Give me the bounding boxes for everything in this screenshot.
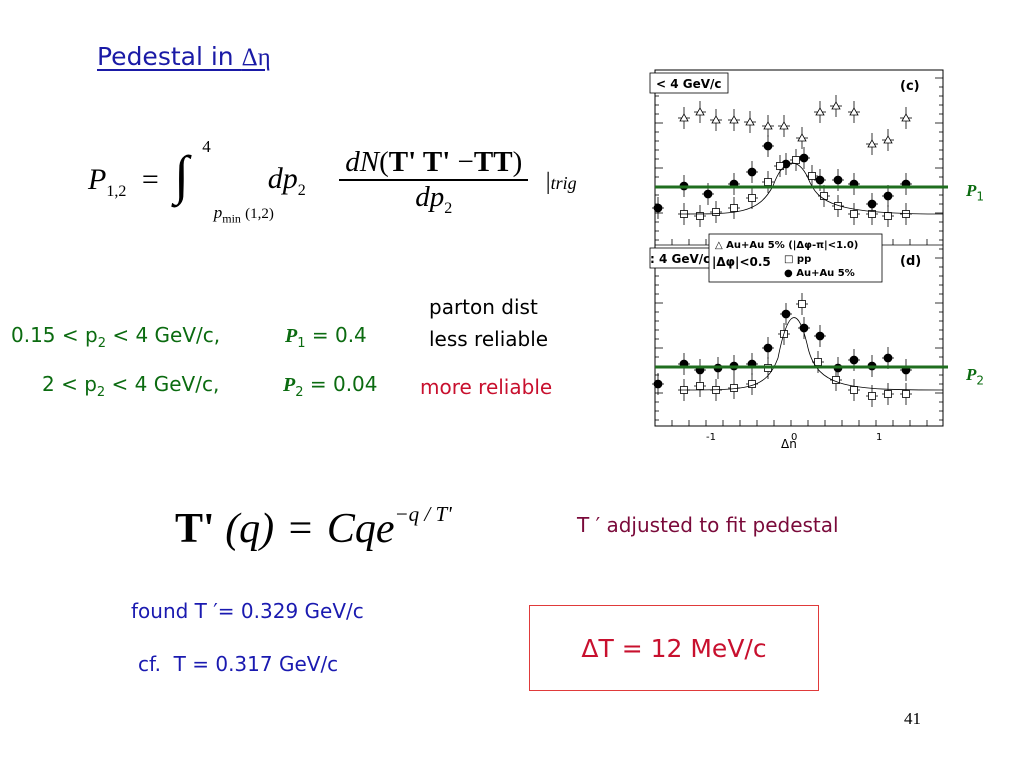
t-adjusted-note: T ′ adjusted to fit pedestal [577, 513, 839, 537]
fit-curve-top [679, 162, 944, 215]
found-t-note: found T ′= 0.329 GeV/c [131, 599, 364, 623]
panel-top-legend: < 4 GeV/c [656, 77, 722, 91]
marker-open-triangle-2 [710, 109, 722, 131]
formula2-exponent: −q / T' [394, 502, 452, 526]
marker-open-square-b7 [796, 293, 808, 315]
x-tick-1: 1 [876, 432, 882, 443]
marker-open-square-3 [728, 197, 740, 219]
legend-line-1: △ Au+Au 5% (|Δφ-π|<1.0) [715, 240, 858, 251]
p2-value: P2 = 0.04 [283, 372, 378, 400]
exponential-formula: T' (q) = Cqe−q / T' [175, 502, 452, 552]
marker-open-triangle-13 [900, 107, 912, 129]
integral-lower-limit: pmin (1,2) dp2 [213, 162, 306, 226]
delta-t-box: ΔT = 12 MeV/c [529, 605, 819, 691]
marker-filled-circle-b11 [848, 349, 860, 371]
p1-tag: P1 [966, 181, 985, 204]
formula-p: P [88, 162, 107, 196]
marker-open-square-b12 [882, 383, 894, 405]
x-tick-neg1: -1 [706, 432, 716, 443]
marker-filled-circle-b7 [780, 303, 792, 325]
range-line-1: 0.15 < p2 < 4 GeV/c, [11, 323, 221, 351]
correlation-figure: < 4 GeV/c (c) : 4 GeV/c (d) △ Au+Au 5% (… [649, 69, 948, 448]
trigger-condition: |trig [545, 169, 577, 195]
fit-curve-bottom [679, 317, 944, 391]
range-line-2: 2 < p2 < 4 GeV/c, [42, 372, 220, 400]
marker-open-triangle-3 [728, 109, 740, 131]
marker-filled-circle-12 [882, 185, 894, 207]
marker-filled-circle-b9 [814, 325, 826, 347]
page-number: 41 [904, 709, 921, 728]
marker-open-square-14 [900, 203, 912, 225]
axis-ticks [654, 77, 943, 426]
marker-open-square-1 [694, 205, 706, 227]
marker-filled-circle-0 [652, 197, 664, 219]
marker-open-triangle-0 [678, 107, 690, 129]
title-symbol: Δη [241, 44, 271, 71]
legend-line-3: ● Au+Au 5% [784, 268, 855, 279]
marker-open-square-b1 [694, 375, 706, 397]
parton-note: parton dist less reliable [429, 295, 549, 351]
delta-t-value: ΔT = 12 MeV/c [581, 633, 767, 663]
more-reliable-note: more reliable [420, 375, 553, 399]
p1-value: P1 = 0.4 [285, 323, 367, 351]
marker-open-triangle-12 [882, 129, 894, 151]
marker-filled-circle-2 [702, 183, 714, 205]
marker-open-triangle-1 [694, 101, 706, 123]
marker-open-square-4 [746, 187, 758, 209]
marker-open-triangle-6 [778, 115, 790, 137]
panel-top-legend-box [649, 72, 729, 94]
panel-bottom-tag: (d) [900, 254, 921, 269]
marker-filled-circle-b0 [652, 373, 664, 395]
marker-open-square-8 [806, 165, 818, 187]
marker-open-triangle-9 [830, 95, 842, 117]
p2-tag: P2 [966, 365, 985, 388]
marker-open-square-11 [848, 203, 860, 225]
x-tick-0: 0 [791, 432, 797, 443]
slide-title: Pedestal in Δη [97, 42, 271, 72]
formula-p-sub: 1,2 [106, 182, 127, 200]
x-axis-label: Δη [781, 437, 797, 448]
marker-open-triangle-4 [744, 111, 756, 133]
marker-open-square-12 [866, 203, 878, 225]
marker-open-square-b13 [900, 383, 912, 405]
formula-equals: = [141, 162, 159, 196]
marker-filled-circle-b13 [882, 347, 894, 369]
marker-open-square-6 [774, 155, 786, 177]
formula-dp: dp [267, 162, 298, 195]
legend-line-2-right: □ pp [784, 254, 811, 265]
marker-open-triangle-10 [848, 101, 860, 123]
marker-filled-circle-4 [746, 161, 758, 183]
formula2-lhs: T' [175, 506, 215, 552]
marker-open-triangle-8 [814, 101, 826, 123]
figure-legend-box [708, 233, 883, 283]
marker-filled-circle-5 [762, 135, 774, 157]
marker-open-square-2 [710, 201, 722, 223]
marker-open-triangle-11 [866, 133, 878, 155]
marker-filled-circle-b6 [762, 337, 774, 359]
cf-t-note: cf. T = 0.317 GeV/c [138, 652, 339, 676]
panel-top-tag: (c) [900, 79, 920, 94]
title-prefix: Pedestal in [97, 42, 242, 71]
derivative-fraction: dN(T' T' −TT) dp2 [339, 147, 529, 217]
panel-bottom-legend: : 4 GeV/c [650, 252, 710, 266]
legend-line-2-left: |Δφ|<0.5 [712, 255, 771, 269]
integral-sign: ∫ 4 [174, 137, 211, 205]
marker-open-triangle-5 [762, 115, 774, 137]
marker-open-triangle-7 [796, 127, 808, 149]
pedestal-integral-formula: P1,2 = ∫ 4 pmin (1,2) dp2 dN(T' T' −TT) … [88, 137, 577, 226]
integral-upper-limit: 4 [202, 137, 211, 156]
